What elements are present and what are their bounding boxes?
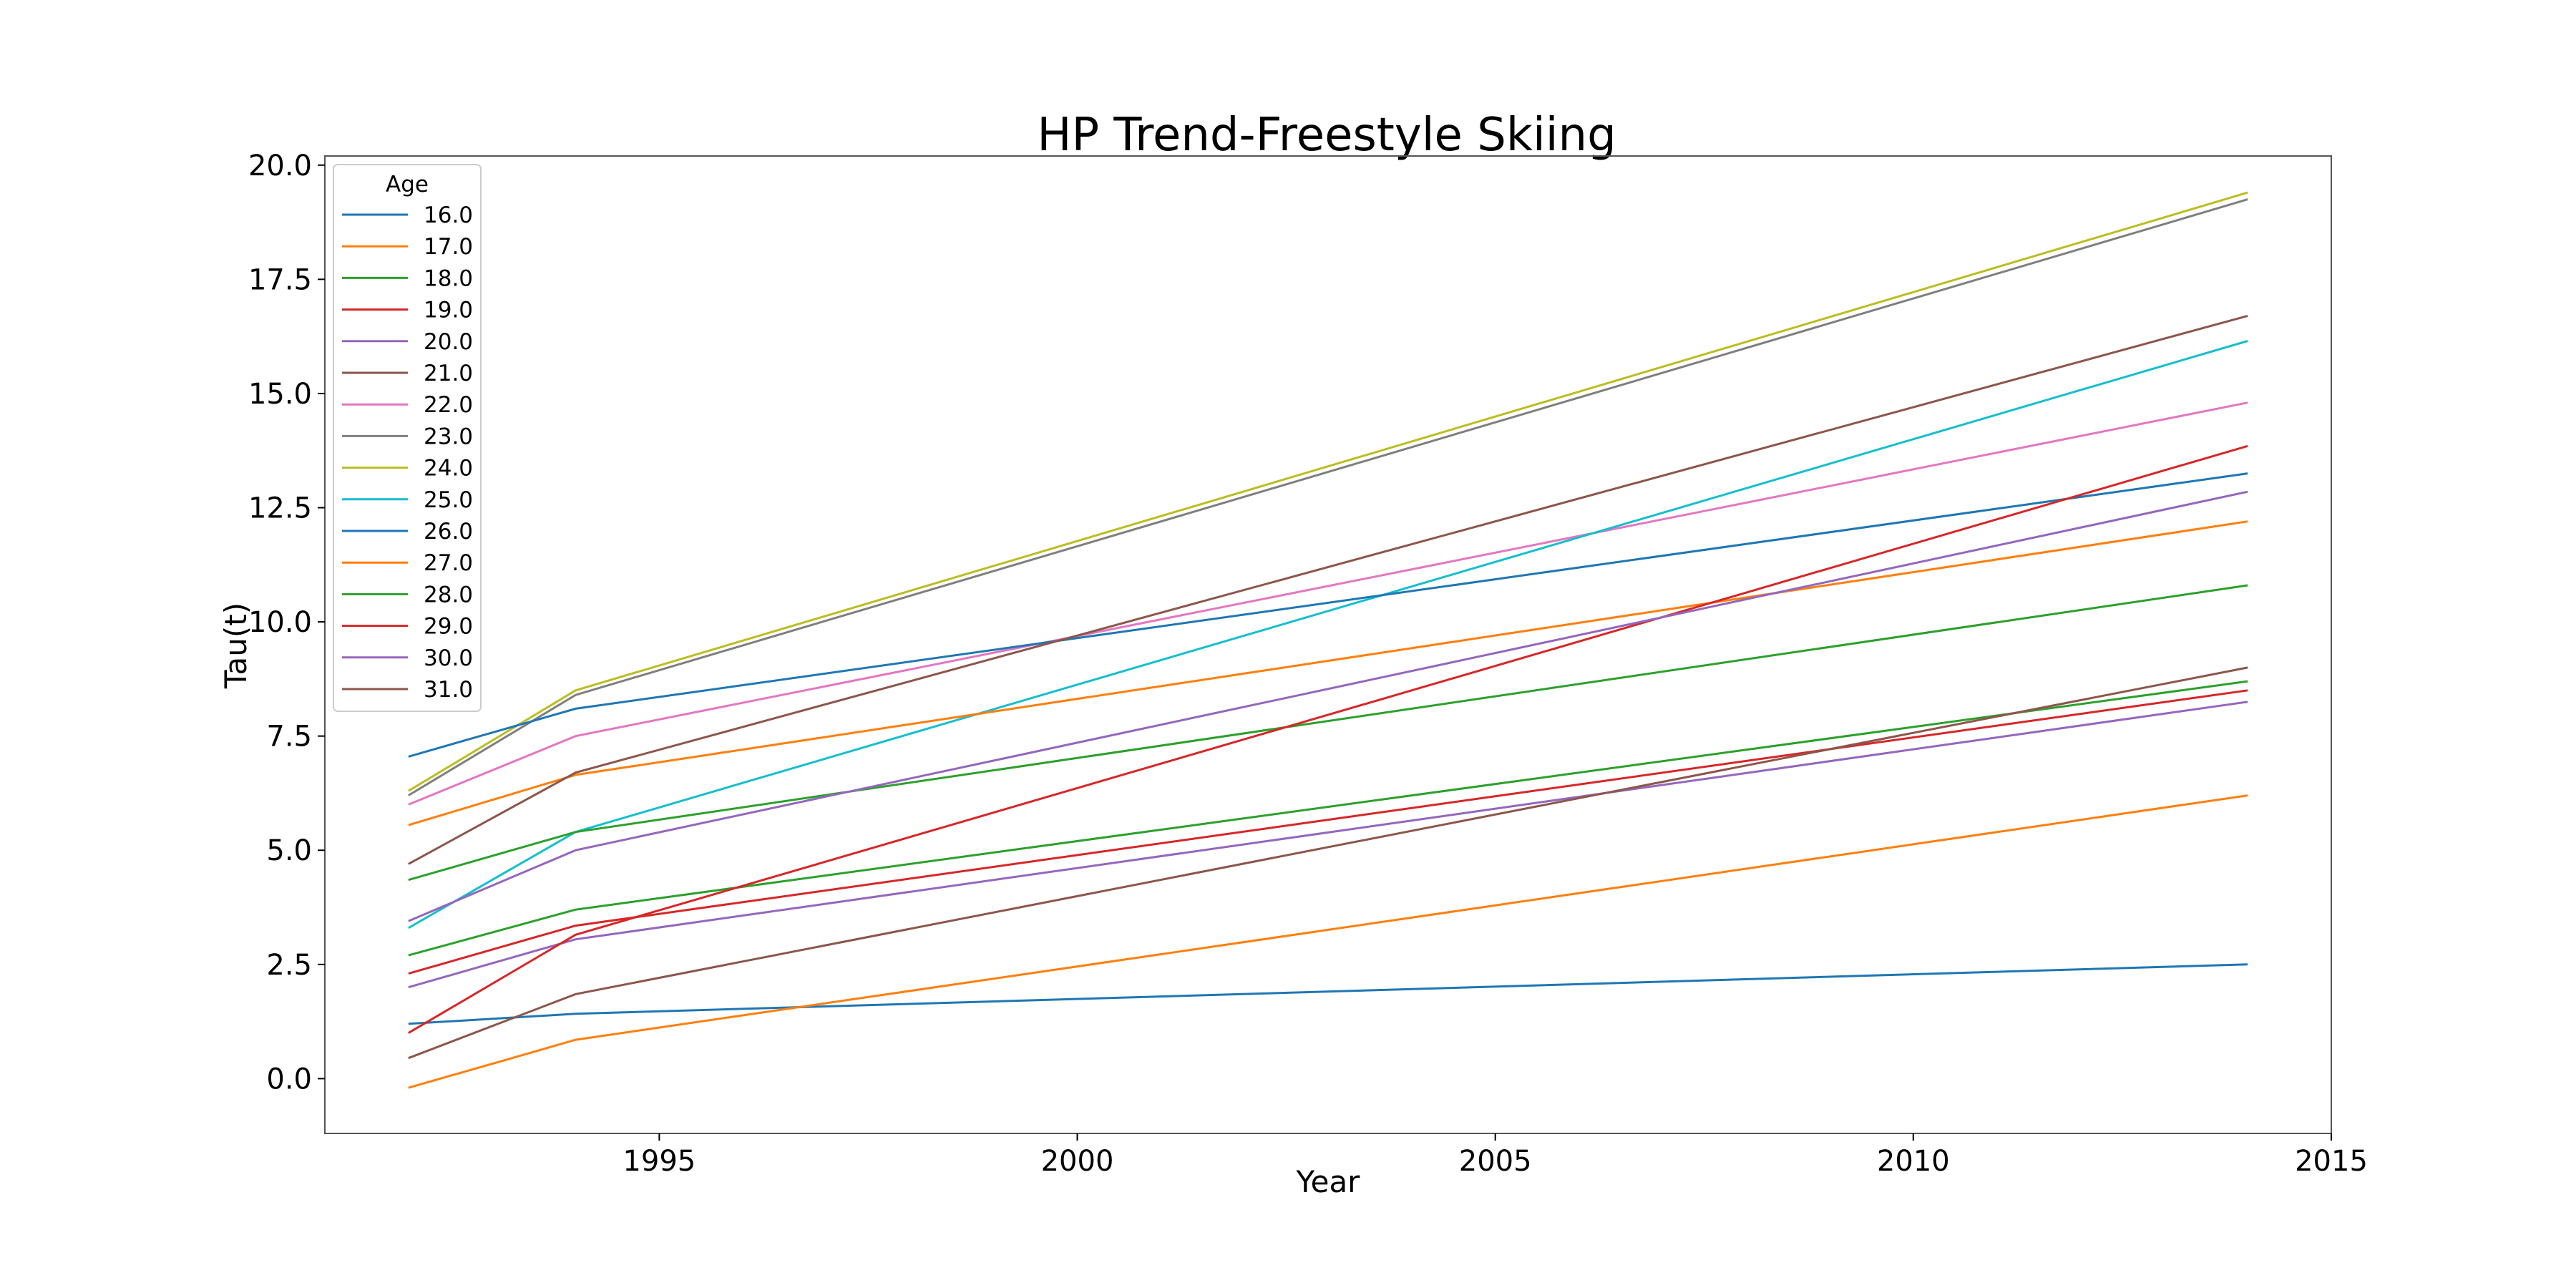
plot-frame	[324, 155, 2332, 1134]
series-line-21-0	[408, 666, 2248, 1060]
series-line-24-0	[408, 191, 2248, 792]
x-tick-label: 2005	[1459, 1145, 1532, 1178]
x-tick-label: 1995	[623, 1145, 696, 1178]
series-line-30-0	[408, 490, 2248, 922]
legend-label: 27.0	[424, 550, 473, 576]
y-axis: 0.0 2.5 5.0 7.5 10.0 12.5 15.0 17.5 20.0	[248, 150, 325, 1096]
series-line-26-0	[408, 472, 2248, 758]
legend-label: 26.0	[424, 519, 473, 545]
x-axis: 1995 2000 2005 2010 2015	[623, 1133, 2368, 1178]
legend-label: 24.0	[424, 456, 473, 482]
y-tick-label: 0.0	[266, 1063, 312, 1096]
legend: Age 16.0 17.0 18.0 19.0 20.0 21.0 22.0 23.0 24.0…	[333, 164, 482, 712]
legend-label: 29.0	[424, 614, 473, 640]
x-tick-label: 2010	[1877, 1145, 1950, 1178]
legend-label: 28.0	[424, 582, 473, 608]
series-layer	[408, 191, 2248, 1089]
y-tick-label: 2.5	[266, 949, 312, 982]
legend-label: 23.0	[424, 424, 473, 449]
series-line-19-0	[408, 689, 2248, 975]
y-tick-label: 17.5	[248, 263, 312, 296]
y-tick-label: 12.5	[248, 492, 312, 525]
series-line-23-0	[408, 198, 2248, 796]
legend-label: 31.0	[424, 677, 473, 703]
legend-label: 20.0	[424, 329, 473, 355]
series-line-22-0	[408, 401, 2248, 806]
series-line-25-0	[408, 340, 2248, 930]
y-tick-label: 5.0	[266, 834, 312, 867]
y-tick-label: 15.0	[248, 378, 312, 411]
y-tick-label: 20.0	[248, 150, 312, 182]
x-tick-label: 2000	[1041, 1145, 1114, 1178]
series-line-16-0	[408, 963, 2248, 1025]
legend-label: 22.0	[424, 392, 473, 418]
legend-label: 21.0	[424, 361, 473, 386]
chart-title: HP Trend-Freestyle Skiing	[1037, 109, 1616, 162]
y-axis-label: Tau(t)	[218, 602, 253, 689]
series-line-28-0	[408, 584, 2248, 882]
x-tick-label: 2015	[2295, 1145, 2368, 1178]
series-line-18-0	[408, 680, 2248, 957]
legend-label: 30.0	[424, 645, 473, 671]
legend-label: 16.0	[424, 203, 473, 228]
series-line-29-0	[408, 444, 2248, 1034]
legend-label: 18.0	[424, 265, 473, 291]
y-tick-label: 7.5	[266, 721, 312, 753]
legend-label: 19.0	[424, 298, 473, 323]
legend-title: Age	[386, 172, 429, 197]
series-line-20-0	[408, 701, 2248, 989]
legend-label: 17.0	[424, 234, 473, 260]
series-line-17-0	[408, 794, 2248, 1089]
x-axis-label: Year	[1296, 1164, 1361, 1199]
legend-box	[333, 164, 482, 712]
y-tick-label: 10.0	[248, 606, 312, 639]
series-line-31-0	[408, 314, 2248, 865]
legend-items: 16.0 17.0 18.0 19.0 20.0 21.0 22.0 23.0 24.0 25.0…	[342, 203, 473, 703]
series-line-27-0	[408, 520, 2248, 826]
legend-label: 25.0	[424, 487, 473, 513]
